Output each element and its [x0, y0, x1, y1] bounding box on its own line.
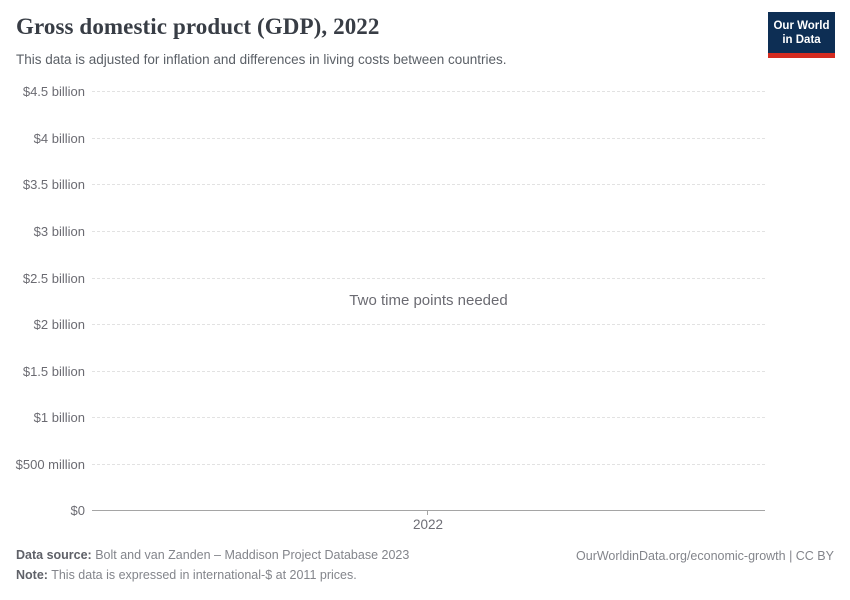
y-gridline-row: $4 billion [0, 128, 765, 148]
y-tick-label: $3.5 billion [22, 176, 85, 192]
y-tick-label: $4.5 billion [22, 83, 85, 99]
footer-datasource-link[interactable]: Bolt and van Zanden – Maddison Project D… [91, 548, 410, 562]
y-gridline-row: $500 million [0, 454, 765, 474]
y-gridline-row: $2.5 billion [0, 268, 765, 288]
x-axis-row: $0 [0, 500, 765, 520]
y-tick-label: $0 [70, 502, 85, 518]
y-gridline-row: $4.5 billion [0, 81, 765, 101]
y-gridline-row: $1.5 billion [0, 361, 765, 381]
y-gridline [92, 230, 765, 232]
y-gridline [92, 416, 765, 418]
chart-title: Gross domestic product (GDP), 2022 [16, 14, 380, 39]
footer-permalink[interactable]: OurWorldinData.org/economic-growth | CC … [576, 549, 834, 563]
y-tick-label: $2 billion [33, 316, 85, 332]
y-gridline [92, 323, 765, 325]
x-tick-label: 2022 [412, 517, 444, 532]
footer-note-text: This data is expressed in international-… [47, 568, 357, 582]
y-gridline [92, 370, 765, 372]
x-axis-line [92, 509, 765, 511]
y-gridline-row: $2 billion [0, 314, 765, 334]
footer-datasource-label: Data source: [16, 548, 92, 562]
y-gridline [92, 463, 765, 465]
owid-logo-line1: Our World [773, 20, 830, 32]
y-gridline [92, 277, 765, 279]
y-gridline [92, 137, 765, 139]
y-gridline [92, 90, 765, 92]
y-tick-label: $3 billion [33, 223, 85, 239]
owid-logo-line2: in Data [782, 34, 821, 46]
y-tick-label: $4 billion [33, 130, 85, 146]
y-gridline [92, 183, 765, 185]
owid-logo[interactable]: Our World in Data [768, 12, 835, 58]
y-tick-label: $500 million [15, 456, 85, 472]
y-gridline-row: $3.5 billion [0, 174, 765, 194]
y-tick-label: $1.5 billion [22, 363, 85, 379]
y-gridline-row: $3 billion [0, 221, 765, 241]
footer-note-line: Note: This data is expressed in internat… [16, 568, 357, 582]
y-gridline-row: $1 billion [0, 407, 765, 427]
footer-datasource-line: Data source: Bolt and van Zanden – Maddi… [16, 548, 409, 562]
chart-empty-message: Two time points needed [349, 292, 508, 309]
x-axis-tick [427, 510, 428, 515]
footer-note-label: Note: [16, 568, 48, 582]
chart-subtitle: This data is adjusted for inflation and … [16, 52, 507, 67]
y-tick-label: $2.5 billion [22, 270, 85, 286]
y-tick-label: $1 billion [33, 409, 85, 425]
